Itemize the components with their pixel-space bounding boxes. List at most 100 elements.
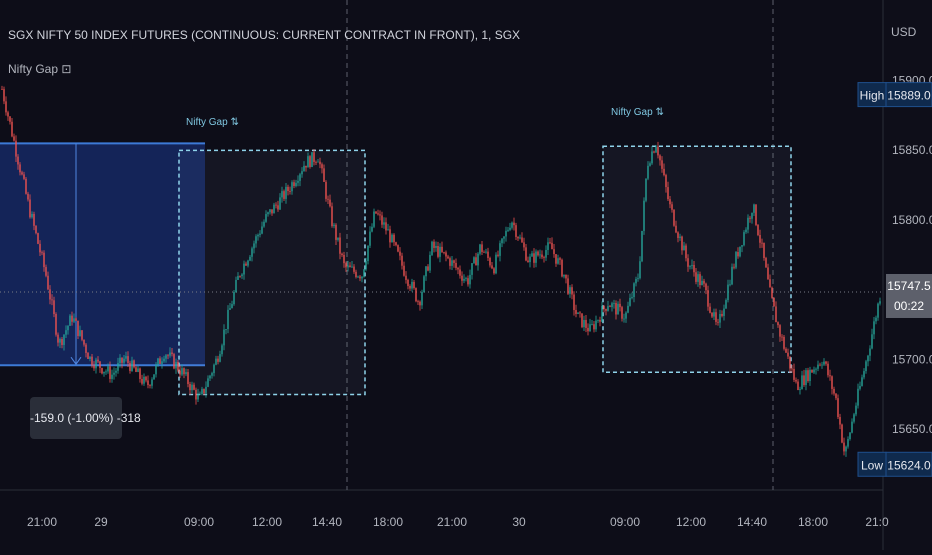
candle-body [669,199,671,205]
x-tick-label: 21:0 [865,515,889,529]
candle-body [285,186,287,199]
candle-body [183,368,185,375]
candle-body [305,165,307,168]
candle-body [9,116,11,122]
high-tag-label-bg [857,82,887,108]
candle-body [347,265,349,268]
candle-body [203,388,205,394]
candle-body [689,265,691,267]
candle-body [515,225,517,237]
candle-body [745,229,747,233]
candle-body [499,243,501,256]
candle-body [491,265,493,269]
candle-body [123,358,125,363]
candle-body [703,280,705,284]
candle-body [765,258,767,268]
candle-body [811,369,813,373]
candle-body [623,318,625,320]
candle-body [459,269,461,276]
candle-body [423,276,425,292]
candle-body [639,261,641,279]
candle-body [323,168,325,182]
candle-body [461,275,463,281]
candle-body [629,297,631,306]
candle-body [247,260,249,266]
candle-body [359,276,361,279]
candle-body [413,281,415,289]
candle-body [31,213,33,218]
candle-body [131,360,133,371]
candle-body [641,230,643,262]
candle-body [753,204,755,213]
candle-body [647,165,649,179]
candle-body [665,175,667,188]
candle-body [483,251,485,253]
candle-body [493,268,495,274]
candle-body [555,254,557,264]
candle-body [771,287,773,298]
candle-body [481,244,483,252]
candle-body [549,242,551,244]
candle-body [43,252,45,268]
candle-body [611,303,613,308]
candle-body [687,258,689,267]
candle-body [831,376,833,389]
low-tag-value-bg [885,451,932,477]
candle-body [503,236,505,239]
candle-body [711,312,713,317]
indicator-legend[interactable]: Nifty Gap ⊡ [8,62,72,76]
candle-body [241,274,243,277]
candle-body [649,163,651,166]
candle-body [303,165,305,172]
candle-body [721,314,723,316]
candle-body [403,265,405,276]
candle-body [809,369,811,382]
candle-body [29,199,31,218]
candle-body [865,361,867,372]
candle-body [587,327,589,332]
gap-box-label: Nifty Gap ⇅ [186,117,239,128]
candle-body [55,313,57,335]
symbol-title: SGX NIFTY 50 INDEX FUTURES (CONTINUOUS: … [8,28,521,42]
candle-body [153,374,155,380]
candle-body [613,303,615,304]
candle-body [339,237,341,254]
candle-body [693,264,695,273]
candle-body [501,238,503,244]
candle-body [637,278,639,279]
candle-body [181,368,183,375]
candle-body [275,204,277,206]
candle-body [791,368,793,370]
candle-body [853,414,855,422]
candle-body [371,226,373,232]
candle-body [677,232,679,238]
candle-body [659,155,661,161]
candle-body [635,278,637,284]
candle-body [397,245,399,252]
candle-body [3,89,5,102]
candle-body [433,241,435,248]
candle-body [235,279,237,293]
candle-body [255,236,257,244]
candle-body [489,257,491,266]
candle-body [643,200,645,231]
candle-body [767,267,769,280]
candle-body [793,368,795,380]
candle-body [695,272,697,282]
candle-body [485,251,487,253]
candle-body [67,325,69,331]
candle-body [759,235,761,243]
candle-body [477,253,479,266]
candle-body [851,421,853,433]
candle-body [785,348,787,353]
candle-body [299,174,301,181]
candle-body [471,263,473,275]
candle-body [495,254,497,274]
candle-body [541,254,543,258]
candle-body [605,309,607,311]
candle-body [513,222,515,226]
candle-body [837,398,839,418]
candle-body [457,267,459,270]
